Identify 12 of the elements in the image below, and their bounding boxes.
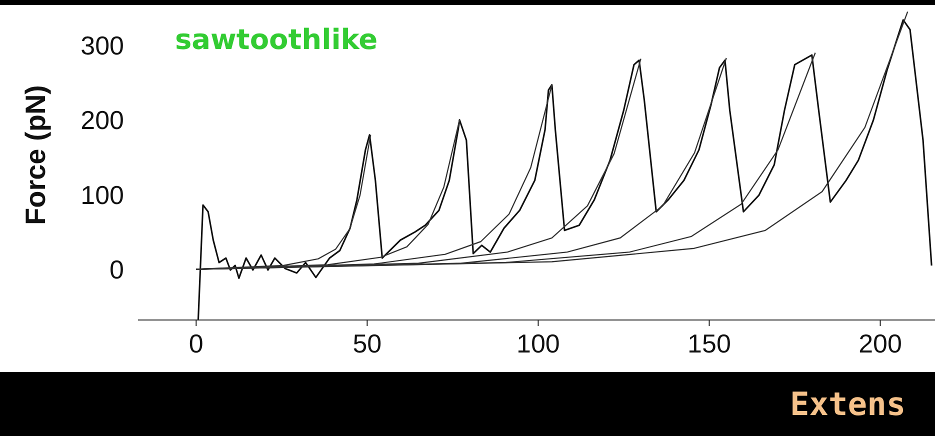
x-axis-title: Extens — [790, 385, 906, 423]
y-tick-label: 300 — [80, 30, 124, 61]
y-axis-title: Force (pN) — [20, 85, 52, 225]
y-tick-label: 0 — [110, 254, 124, 284]
y-tick-label: 100 — [80, 180, 124, 210]
x-tick-label: 200 — [858, 328, 902, 358]
y-tick-label: 200 — [80, 105, 124, 136]
x-tick-label: 0 — [188, 328, 204, 358]
x-tick-label: 100 — [516, 328, 560, 358]
x-tick-label: 150 — [688, 328, 731, 358]
annotation: sawtoothlike — [175, 23, 378, 56]
x-tick-label: 50 — [352, 328, 382, 358]
